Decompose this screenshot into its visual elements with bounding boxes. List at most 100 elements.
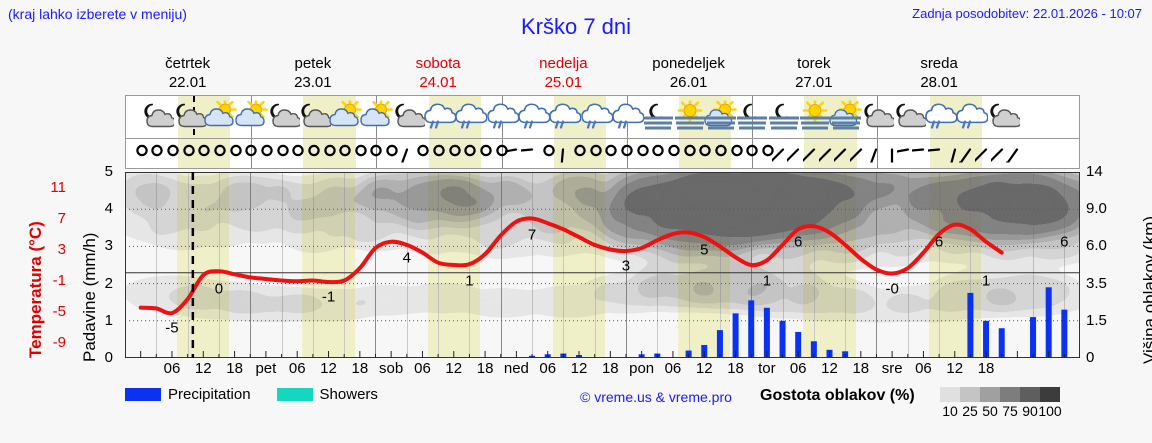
precipitation-axis-ticks: 5 4 3 2 1 0 xyxy=(95,163,113,366)
day-separator xyxy=(752,139,754,168)
precipitation-bar xyxy=(795,331,802,358)
wind-calm-icon xyxy=(443,139,467,167)
x-axis-label: 12 xyxy=(695,360,713,377)
sun-cloud-icon xyxy=(234,97,269,136)
wind-calm-icon xyxy=(161,139,185,167)
wind-barb-icon xyxy=(881,139,905,168)
wind-calm-icon xyxy=(682,143,698,164)
temperature-tick-label: 11 xyxy=(50,178,66,196)
wind-calm-icon xyxy=(537,139,561,167)
fog-moon-icon xyxy=(641,101,675,136)
wind-barb-icon xyxy=(552,139,576,168)
precipitation-bar xyxy=(810,341,817,358)
last-updated-label: Zadnja posodobitev: 22.01.2026 - 10:07 xyxy=(912,6,1142,21)
x-axis-label: 12 xyxy=(821,360,838,377)
x-axis-label: 18 xyxy=(351,360,369,377)
temperature-value-label: 6 xyxy=(1060,233,1069,251)
cloud-density-tick-label: 90 xyxy=(1022,403,1038,419)
wind-calm-icon xyxy=(384,143,400,164)
day-header-torek: torek 27.01 xyxy=(751,55,876,93)
x-axis-label: 06 xyxy=(789,360,807,377)
x-axis-label: sre xyxy=(881,360,903,377)
cloud-rain-icon xyxy=(610,97,645,139)
precipitation-tick-label: 1 xyxy=(104,311,113,329)
moon-cloud-icon xyxy=(986,97,1022,139)
wind-calm-icon xyxy=(541,143,557,164)
location-menu-note: (kraj lahko izberete v meniju) xyxy=(8,6,187,22)
wind-calm-icon xyxy=(275,143,291,164)
weather-plot: -5 0 -1 4 1 7 3 5 1 6 -0 6 1 6 xyxy=(125,172,1080,358)
cloud-density-swatch xyxy=(1040,387,1060,402)
day-header-row: četrtek 22.01 petek 23.01 sobota 24.01 nedelja… xyxy=(125,55,1080,93)
x-axis-label: 18 xyxy=(226,360,243,377)
precipitation-bar xyxy=(748,300,755,358)
moon-cloud-icon xyxy=(297,97,333,139)
wind-calm-icon xyxy=(302,139,326,167)
cloud-density-tick-labels: 10 25 50 75 90 100 xyxy=(933,403,1073,421)
copyright-link[interactable]: © vreme.us & vreme.pro xyxy=(580,389,732,405)
wind-calm-icon xyxy=(447,143,463,164)
wind-calm-icon xyxy=(756,139,780,167)
moon-cloud-icon xyxy=(391,101,427,136)
temperature-value-label: 0 xyxy=(214,280,224,298)
cloud-rain-icon xyxy=(516,101,551,136)
x-axis-label: ned xyxy=(503,360,529,377)
fog-moon-icon xyxy=(735,101,769,136)
day-date: 26.01 xyxy=(669,74,708,91)
wind-calm-icon xyxy=(411,139,435,167)
hour-gridline xyxy=(312,172,314,358)
x-axis-label: tor xyxy=(758,360,776,377)
day-separator xyxy=(625,172,627,358)
cloud-density-swatch xyxy=(1000,387,1020,402)
x-axis-label: 06 xyxy=(915,360,932,377)
moon-cloud-icon xyxy=(297,101,333,136)
x-axis-label: 06 xyxy=(414,360,431,377)
x-axis-label: 18 xyxy=(601,360,619,377)
wind-calm-icon xyxy=(431,143,447,164)
cloud-rain-icon xyxy=(453,97,488,139)
temperature-value-label: 6 xyxy=(934,233,944,251)
day-separator xyxy=(376,139,378,168)
precipitation-tick-label: 3 xyxy=(104,237,113,255)
precipitation-legend-swatch xyxy=(125,388,161,402)
temperature-value-label: 7 xyxy=(527,226,537,243)
showers-legend-label: Showers xyxy=(319,386,378,404)
wind-calm-icon xyxy=(192,139,216,167)
moon-cloud-icon xyxy=(892,97,928,139)
wind-calm-icon xyxy=(165,143,181,164)
day-separator xyxy=(626,139,628,168)
wind-barb-icon xyxy=(941,139,968,167)
hour-gridline xyxy=(970,172,972,358)
wind-calm-icon xyxy=(130,139,154,167)
hour-gridline xyxy=(406,172,408,358)
fog-moon-icon xyxy=(735,97,769,139)
fog-sun-icon xyxy=(798,98,832,136)
precipitation-tick-label: 4 xyxy=(104,200,113,218)
precipitation-bar xyxy=(967,292,974,358)
day-separator xyxy=(251,139,253,168)
cloud-rain-icon xyxy=(422,101,457,136)
moon-cloud-icon xyxy=(172,97,208,139)
temperature-tick-label: -1 xyxy=(52,271,66,289)
day-name: ponedeljek xyxy=(652,55,725,72)
x-axis-label: 18 xyxy=(476,360,494,377)
precipitation-tick-label: 2 xyxy=(104,274,113,292)
wind-calm-icon xyxy=(619,143,635,164)
x-axis-label: 06 xyxy=(288,360,306,377)
moon-cloud-icon xyxy=(172,101,208,136)
temperature-tick-label: 7 xyxy=(57,209,66,227)
wind-calm-icon xyxy=(415,143,431,164)
x-axis-label: pet xyxy=(255,360,277,377)
wind-calm-icon xyxy=(635,143,651,164)
day-separator xyxy=(501,139,503,168)
day-date: 28.01 xyxy=(920,74,958,91)
x-axis-label: 12 xyxy=(946,360,964,377)
wind-calm-icon xyxy=(568,139,592,167)
wind-calm-icon xyxy=(474,139,498,167)
x-axis-label: 06 xyxy=(539,360,557,377)
temperature-value-label: 5 xyxy=(700,241,709,259)
wind-calm-icon xyxy=(588,143,604,164)
precipitation-legend-label: Precipitation xyxy=(168,386,251,404)
x-axis-label: 18 xyxy=(977,360,995,377)
day-header-nedelja: nedelja 25.01 xyxy=(501,55,626,93)
